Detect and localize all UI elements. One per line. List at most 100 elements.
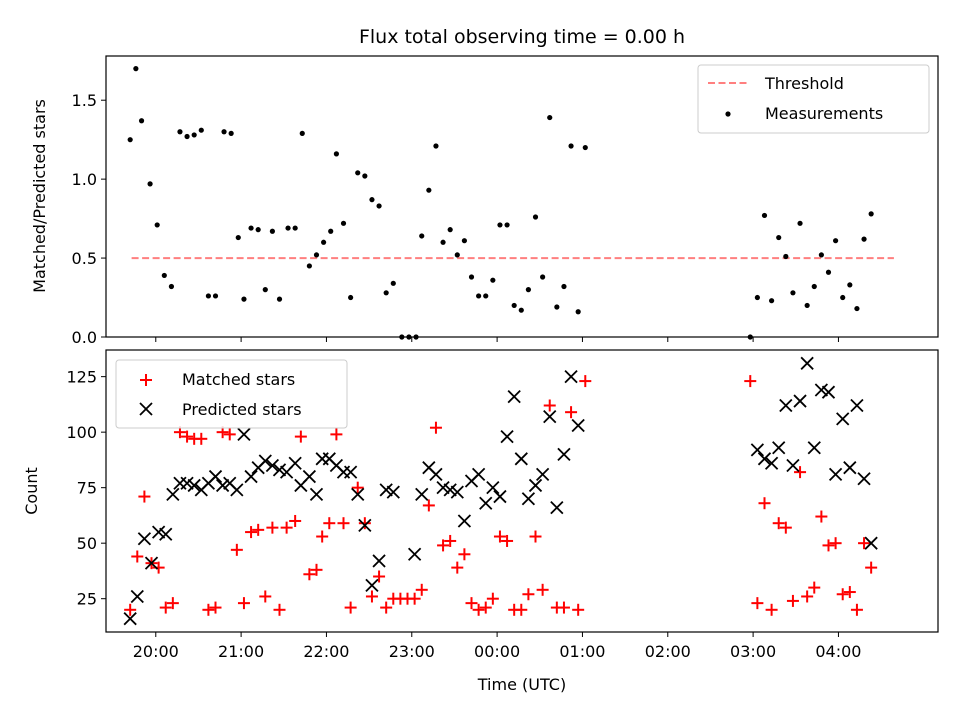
measurement-point — [369, 197, 375, 203]
predicted-star-point — [215, 478, 230, 493]
predicted-star-point — [800, 356, 814, 370]
predicted-star-point — [372, 554, 386, 568]
predicted-star-point — [180, 476, 194, 490]
measurement-point — [790, 290, 796, 296]
measurement-point — [161, 272, 167, 279]
matched-star-point — [237, 597, 250, 610]
predicted-star-point — [309, 487, 324, 501]
measurement-point — [454, 252, 460, 258]
matched-star-point — [850, 603, 863, 616]
ratio-legend: Threshold Measurements — [697, 64, 930, 134]
measurement-point — [840, 294, 846, 301]
measurement-point — [511, 302, 517, 309]
measurement-point — [518, 307, 524, 313]
matched-star-point — [437, 539, 450, 552]
measurement-point — [376, 203, 382, 209]
predicted-star-point — [272, 463, 287, 477]
matched-star-point — [266, 521, 279, 534]
matched-star-point — [337, 517, 350, 530]
measurement-point — [490, 277, 496, 283]
predicted-star-point — [351, 487, 365, 501]
matched-star-point — [380, 601, 393, 614]
measurement-point — [825, 269, 832, 275]
matched-star-point — [836, 588, 849, 601]
predicted-star-point — [479, 496, 493, 510]
x-tick-label: 02:00 — [645, 642, 691, 661]
measurement-point — [561, 283, 567, 290]
matched-star-point — [801, 590, 814, 603]
y-tick-label: 25 — [77, 590, 97, 609]
matched-star-point — [458, 548, 471, 561]
matched-star-point — [515, 603, 528, 616]
predicted-star-point — [750, 443, 765, 457]
measurement-point — [255, 227, 261, 233]
matched-star-point — [408, 592, 421, 605]
matched-star-point — [465, 597, 478, 610]
measurement-point — [212, 293, 219, 299]
ratio-plot-frame — [105, 55, 939, 338]
x-tick-label: 21:00 — [218, 642, 264, 661]
predicted-star-point — [557, 447, 571, 461]
measurement-point — [419, 233, 425, 239]
predicted-star-point — [807, 441, 821, 455]
predicted-star-point — [166, 487, 180, 501]
matched-star-point — [330, 428, 343, 441]
predicted-star-point — [187, 478, 201, 493]
predicted-star-point — [230, 483, 244, 497]
predicted-star-point — [407, 547, 422, 561]
measurement-point — [133, 66, 139, 72]
measurement-point — [568, 143, 574, 149]
predicted-star-point — [429, 467, 443, 481]
predicted-star-point — [288, 456, 302, 470]
predicted-star-point — [386, 485, 400, 499]
measurement-point — [540, 274, 546, 280]
matched-star-point — [131, 550, 144, 563]
measurement-point — [241, 296, 247, 302]
predicted-star-point — [159, 527, 173, 541]
predicted-star-point — [450, 485, 464, 499]
predicted-star-point — [564, 370, 578, 384]
measurement-point — [532, 214, 539, 220]
measurement-point — [776, 234, 782, 241]
predicted-star-point — [786, 458, 800, 473]
predicted-star-point — [757, 452, 772, 466]
predicted-star-point — [521, 492, 536, 506]
predicted-star-point — [173, 476, 187, 490]
measurement-point — [228, 130, 234, 136]
predicted-star-point — [850, 398, 864, 413]
measurement-point — [547, 114, 553, 121]
predicted-star-point — [358, 518, 372, 533]
y-tick-label: 75 — [77, 479, 97, 498]
measurement-point — [447, 227, 453, 233]
predicted-star-point — [843, 461, 857, 475]
matched-star-point — [829, 537, 842, 550]
matched-star-point — [444, 534, 457, 547]
matched-star-point — [843, 586, 856, 599]
x-tick-label: 23:00 — [389, 642, 435, 661]
matched-star-point — [765, 603, 778, 616]
predicted-star-point — [244, 469, 258, 484]
matched-star-point — [223, 428, 236, 441]
measurement-point — [426, 187, 432, 193]
matched-star-point — [373, 570, 386, 583]
y-tick-label: 0.5 — [72, 249, 97, 268]
predicted-star-point — [486, 481, 500, 495]
measurement-point — [797, 220, 803, 226]
predicted-star-point — [828, 467, 843, 481]
predicted-star-point — [836, 412, 850, 426]
measurement-point — [575, 309, 581, 315]
matched-star-point — [365, 590, 378, 603]
predicted-star-point — [493, 489, 507, 504]
predicted-star-point — [258, 454, 272, 468]
measurement-point — [761, 212, 768, 219]
matched-star-point — [152, 561, 165, 574]
matched-star-point — [565, 406, 578, 419]
matched-star-point — [245, 526, 258, 539]
x-axis-label: Time (UTC) — [477, 675, 566, 694]
measurement-point — [804, 302, 810, 309]
measurement-point — [847, 282, 853, 288]
measurement-point — [154, 222, 160, 228]
matched-star-point — [181, 430, 194, 443]
count-plot-frame — [105, 349, 939, 633]
